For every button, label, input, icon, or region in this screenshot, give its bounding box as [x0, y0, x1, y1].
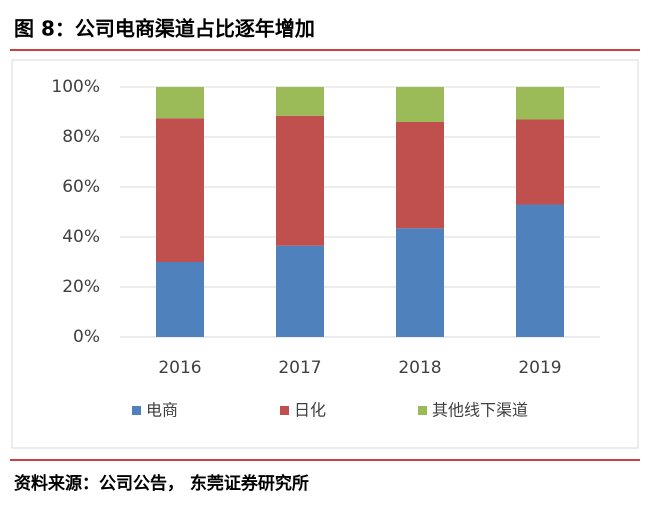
legend-label: 其他线下渠道 [432, 401, 528, 420]
bar-segment [396, 122, 444, 229]
bar-segment [516, 87, 564, 120]
legend-label: 电商 [146, 401, 178, 420]
y-tick-label: 0% [73, 327, 100, 347]
y-tick-label: 100% [51, 77, 100, 97]
x-tick-label: 2018 [398, 358, 441, 378]
bar-segment [156, 262, 204, 337]
bar-segment [276, 245, 324, 337]
legend-swatch [132, 406, 141, 415]
x-tick-label: 2019 [518, 358, 561, 378]
y-tick-label: 20% [62, 277, 100, 297]
bar-segment [396, 228, 444, 337]
bar-segment [156, 87, 204, 119]
bar-segment [516, 204, 564, 337]
legend-label: 日化 [294, 401, 326, 420]
bar-segment [276, 115, 324, 246]
x-tick-label: 2016 [158, 358, 201, 378]
bar-segment [156, 118, 204, 262]
source: 资料来源：公司公告， 东莞证券研究所 [14, 473, 309, 494]
legend-swatch [418, 406, 427, 415]
chart-title: 图 8：公司电商渠道占比逐年增加 [14, 17, 315, 41]
bar-segment [396, 87, 444, 122]
x-tick-label: 2017 [278, 358, 321, 378]
y-tick-label: 40% [62, 227, 100, 247]
legend-swatch [280, 406, 289, 415]
bar-segment [276, 87, 324, 116]
bar-segment [516, 119, 564, 205]
y-tick-label: 60% [62, 177, 100, 197]
y-tick-label: 80% [62, 127, 100, 147]
chart-frame [11, 59, 639, 449]
